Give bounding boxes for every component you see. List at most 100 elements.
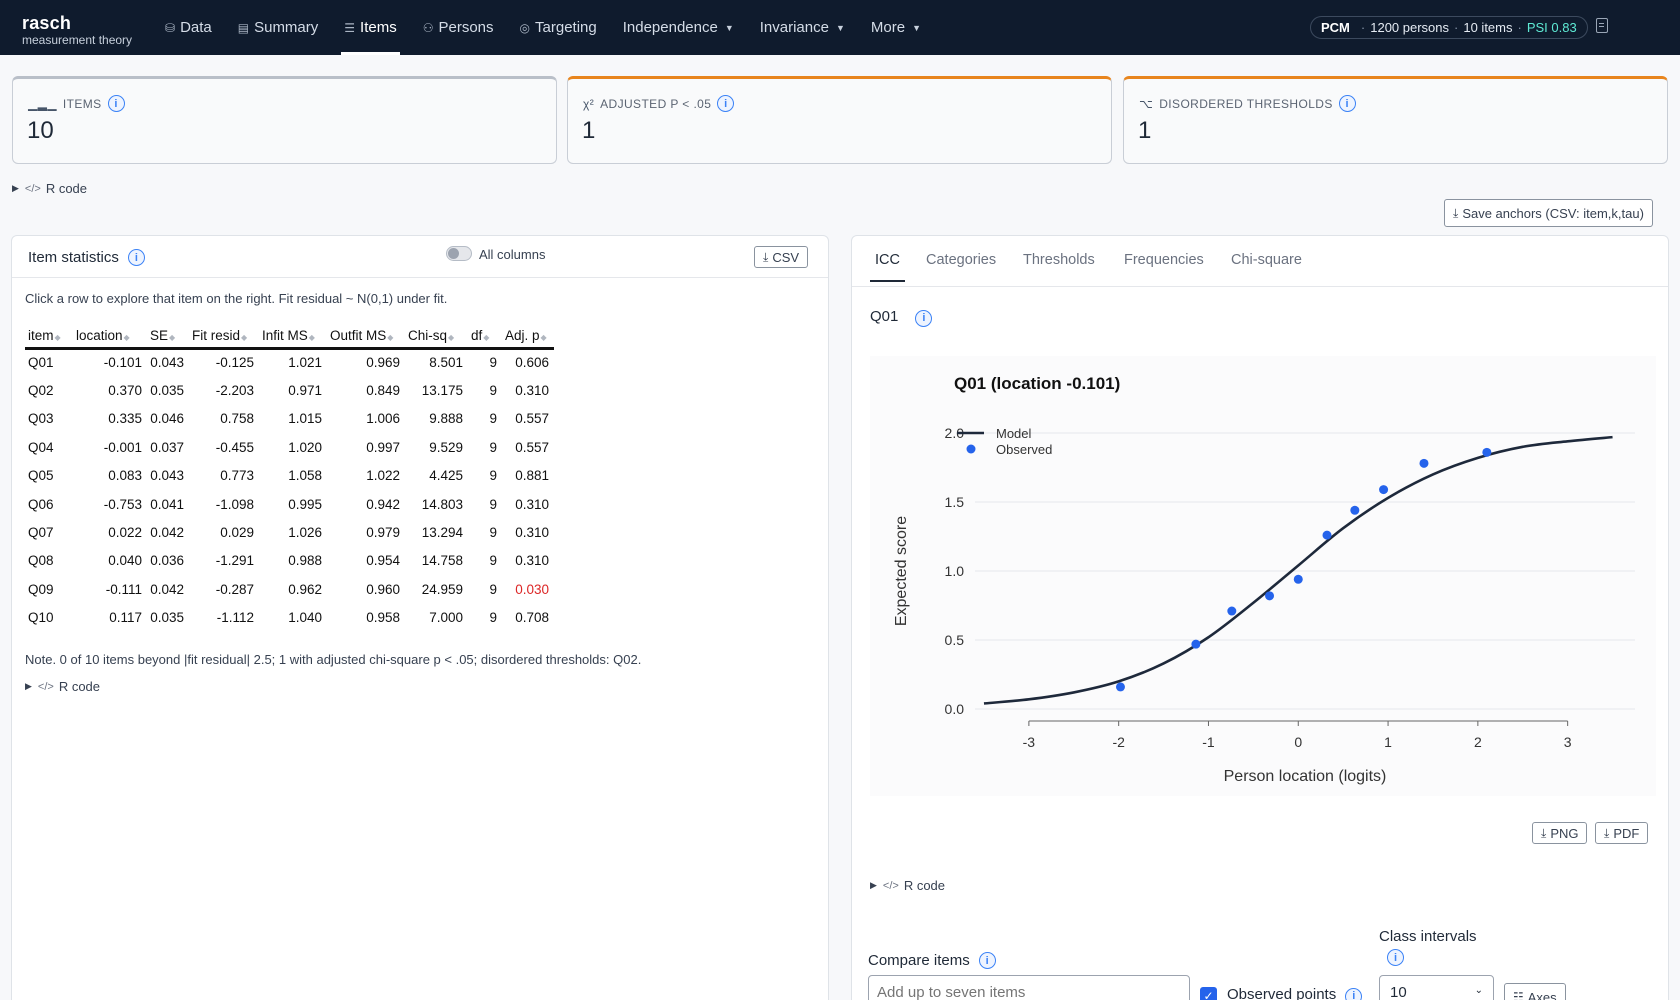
nav-item-independence[interactable]: Independence ▼ [610,0,747,55]
class-intervals-label: Class intervals i [1379,928,1477,966]
table-row[interactable]: Q10 0.117 0.035 -1.112 1.040 0.958 7.000 9 0.708 [25,604,554,632]
png-button[interactable]: ⤓ PNG [1532,822,1588,844]
table-row[interactable]: Q09 -0.111 0.042 -0.287 0.962 0.960 24.959 9 0.0… [25,575,554,603]
table-cell: 0.310 [515,525,549,541]
info-icon[interactable]: i [1387,949,1404,966]
info-icon[interactable]: i [1345,987,1363,1000]
chevron-down-icon: ▼ [835,22,845,33]
tab-chi-square[interactable]: Chi-square [1231,252,1302,268]
info-icon[interactable]: i [915,309,933,327]
table-cell: 4.425 [429,468,463,484]
observed-point [1265,591,1275,601]
table-cell: 1.058 [288,468,322,484]
bars-icon: ▁▂▁ [28,96,57,111]
info-icon[interactable]: i [978,952,996,969]
tab-icc[interactable]: ICC [870,252,905,282]
table-row[interactable]: Q06 -0.753 0.041 -1.098 0.995 0.942 14.803 9 0.3… [25,490,554,518]
database-icon: ⛁ [165,20,176,35]
table-cell: 0.557 [515,439,549,455]
table-cell: 9 [489,468,497,484]
nav-item-items[interactable]: ☰ Items [331,0,409,55]
table-cell: 9 [489,411,497,427]
info-icon[interactable]: i [1338,95,1356,112]
info-icon[interactable]: i [127,249,145,266]
column-header[interactable]: SE◆ [147,324,189,350]
table-cell: 13.175 [421,383,463,399]
top-navbar: rasch measurement theory ⛁ Data ▤ Summary ☰ I… [0,0,1680,55]
table-cell: 0.037 [150,439,184,455]
table-cell: 14.758 [421,553,463,569]
table-row[interactable]: Q05 0.083 0.043 0.773 1.058 1.022 4.425 9 0.881 [25,462,554,490]
r-code-toggle-chart[interactable]: ▶ </> R code [870,878,946,893]
nav-item-more[interactable]: More ▼ [858,0,934,55]
nav-item-targeting[interactable]: ◎ Targeting [507,0,610,55]
r-code-toggle-top[interactable]: ▶ </> R code [12,181,88,196]
chevron-down-icon: ▼ [912,22,921,33]
nav-item-persons[interactable]: ⚇ Persons [410,0,507,55]
table-row[interactable]: Q04 -0.001 0.037 -0.455 1.020 0.997 9.529 9 0.55… [25,433,554,461]
info-icon[interactable]: i [717,95,735,112]
pdf-button[interactable]: ⤓ PDF [1595,822,1649,844]
table-cell: Q03 [28,411,54,427]
all-columns-toggle[interactable] [446,246,472,261]
table-row[interactable]: Q08 0.040 0.036 -1.291 0.988 0.954 14.758 9 0.31… [25,547,554,575]
tab-frequencies[interactable]: Frequencies [1124,252,1204,268]
sort-icon: ◆ [387,332,394,342]
column-header[interactable]: Fit resid◆ [189,324,259,350]
observed-points-checkbox[interactable]: ✓ [1200,987,1217,1000]
table-cell: 0.979 [366,525,400,541]
table-cell: 8.501 [429,355,463,371]
column-header[interactable]: location◆ [73,324,147,350]
code-icon: </> [37,680,54,693]
table-cell: 0.758 [220,411,254,427]
column-header[interactable]: Infit MS◆ [259,324,327,350]
x-tick-label: 1 [1384,734,1392,750]
persons-icon: ⚇ [422,20,434,35]
tab-thresholds[interactable]: Thresholds [1023,252,1095,268]
compare-items-input[interactable] [868,975,1190,1000]
table-cell: 0.042 [150,525,184,541]
table-cell: 24.959 [421,581,463,597]
nav-item-summary[interactable]: ▤ Summary [225,0,332,55]
brand-logo[interactable]: rasch measurement theory [22,14,132,46]
axes-button[interactable]: ☷ Axes [1504,983,1566,1000]
nav-item-data[interactable]: ⛁ Data [152,0,225,55]
r-code-toggle-table[interactable]: ▶ </> R code [25,679,101,694]
class-intervals-select[interactable]: 10 ⌄ [1379,975,1494,1000]
summary-icon: ▤ [237,20,250,35]
table-row[interactable]: Q07 0.022 0.042 0.029 1.026 0.979 13.294 9 0.310 [25,518,554,546]
table-cell: 1.026 [288,525,322,541]
x-axis-label: Person location (logits) [1224,768,1387,785]
table-cell: 0.029 [220,525,254,541]
icc-chart-svg: 0.0 0.5 1.0 1.5 2.0 -3 -2 -1 0 1 2 3 Person location… [893,425,1635,785]
sort-icon: ◆ [241,332,248,342]
disorder-icon: ⌥ [1139,96,1154,111]
table-cell: 9 [489,355,497,371]
column-header[interactable]: Chi-sq◆ [405,324,468,350]
stat-value: 1 [582,117,596,144]
chart-title: Q01 (location -0.101) [954,374,1121,393]
target-icon: ◎ [519,20,531,35]
save-anchors-button[interactable]: ⤓ Save anchors (CSV: item,k,tau) [1444,199,1653,227]
code-icon: </> [24,182,41,195]
table-cell: 1.040 [288,610,322,626]
tab-categories[interactable]: Categories [926,252,997,268]
table-cell: 9 [489,581,497,597]
table-row[interactable]: Q02 0.370 0.035 -2.203 0.971 0.849 13.175 9 0.31… [25,376,554,404]
table-row[interactable]: Q01 -0.101 0.043 -0.125 1.021 0.969 8.501 9 0.60… [25,348,554,376]
csv-button[interactable]: ⤓ CSV [754,246,809,268]
table-row[interactable]: Q03 0.335 0.046 0.758 1.015 1.006 9.888 9 0.557 [25,405,554,433]
column-header[interactable]: Adj. p◆ [502,324,554,350]
table-hint: Click a row to explore that item on the … [25,291,448,306]
column-header[interactable]: Outfit MS◆ [327,324,405,350]
info-icon[interactable]: i [107,95,125,112]
y-axis-label: Expected score [893,516,910,626]
nav-label: Independence [622,19,718,36]
column-header[interactable]: df◆ [468,324,502,350]
table-cell: 0.117 [109,610,142,626]
column-header[interactable]: item◆ [25,324,73,350]
legend-marker-observed [966,444,976,454]
document-icon[interactable] [1596,18,1608,33]
nav-label: Data [180,19,212,36]
nav-item-invariance[interactable]: Invariance ▼ [747,0,858,55]
